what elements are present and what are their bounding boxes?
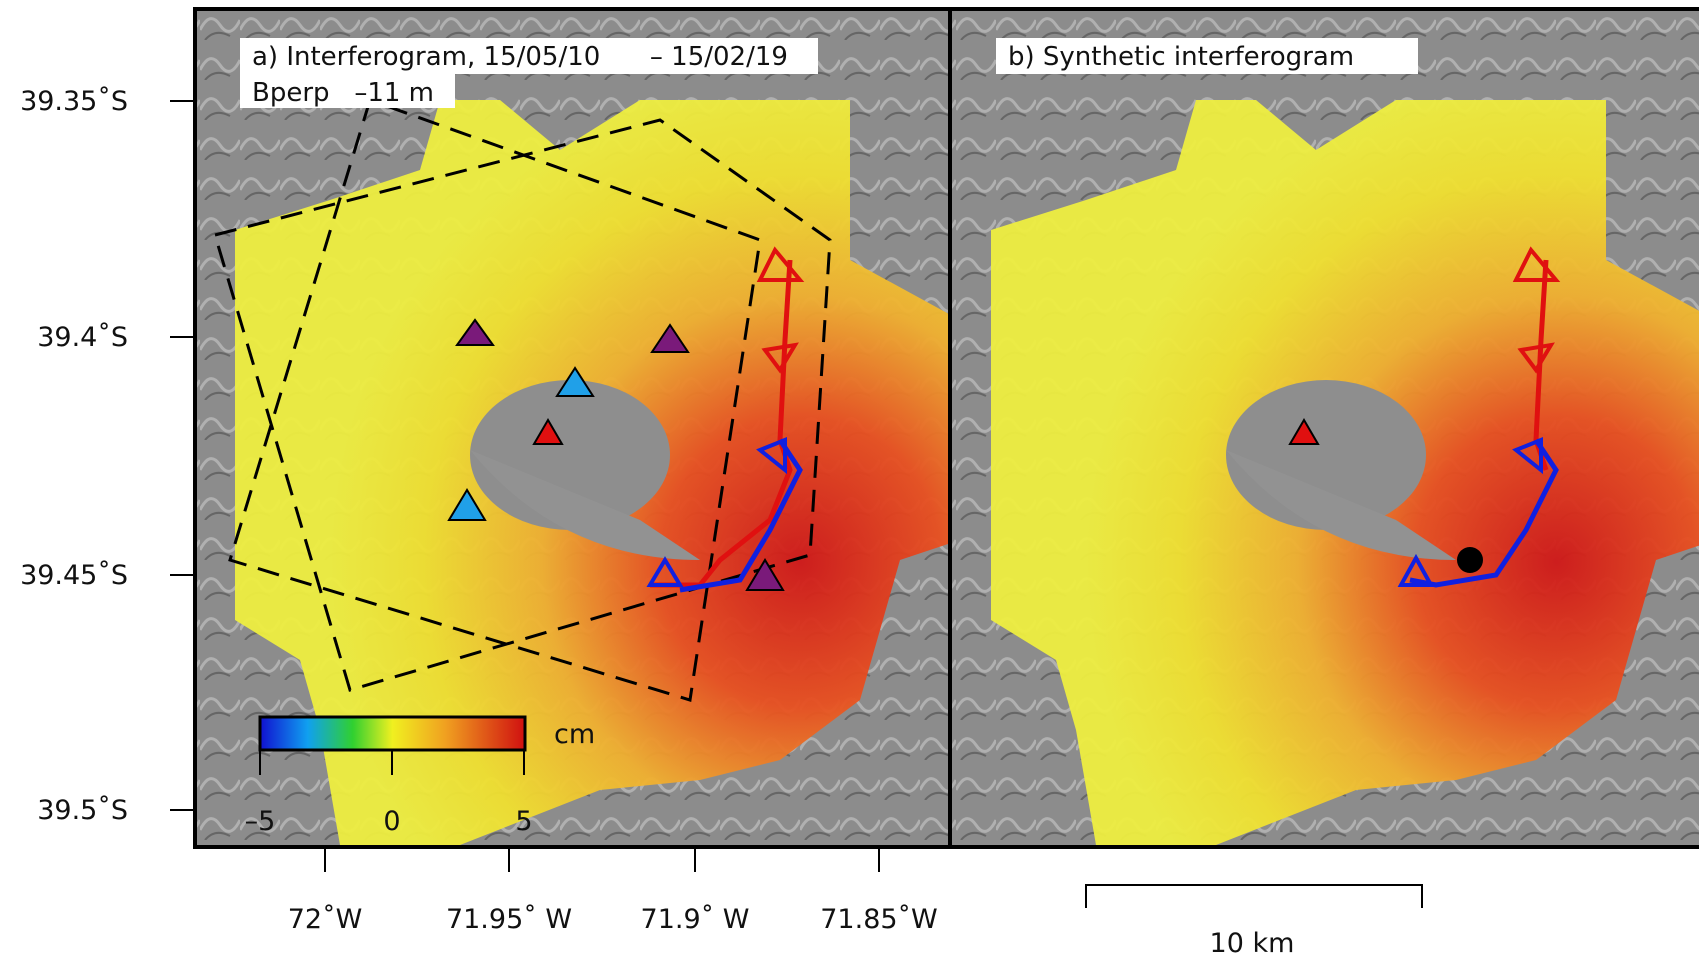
panel-sublabel: Bperp –11 m xyxy=(252,78,434,108)
colorbar-tick: –5 xyxy=(245,806,276,837)
lat-label: 39.45˚S xyxy=(20,560,128,591)
panel-label: b) Synthetic interferogram xyxy=(1008,42,1354,72)
panel-b-map xyxy=(951,9,1699,847)
lon-label: 71.85˚W xyxy=(820,904,938,935)
lat-label: 39.5˚S xyxy=(37,795,128,826)
lat-label: 39.4˚S xyxy=(37,322,128,353)
lon-label: 71.9˚ W xyxy=(641,904,750,935)
scale-label: 10 km xyxy=(1210,928,1295,959)
colorbar-tick: 5 xyxy=(515,806,532,837)
lon-label: 71.95˚ W xyxy=(446,904,572,935)
figure: a) Interferogram, 15/05/10 – 15/02/19 Bp… xyxy=(0,0,1699,960)
lat-label: 39.35˚S xyxy=(20,86,128,117)
lon-label: 72˚W xyxy=(288,904,363,935)
colorbar-tick: 0 xyxy=(383,806,400,837)
panel-label: a) Interferogram, 15/05/10 – 15/02/19 xyxy=(252,42,788,72)
colorbar-unit: cm xyxy=(554,719,595,750)
